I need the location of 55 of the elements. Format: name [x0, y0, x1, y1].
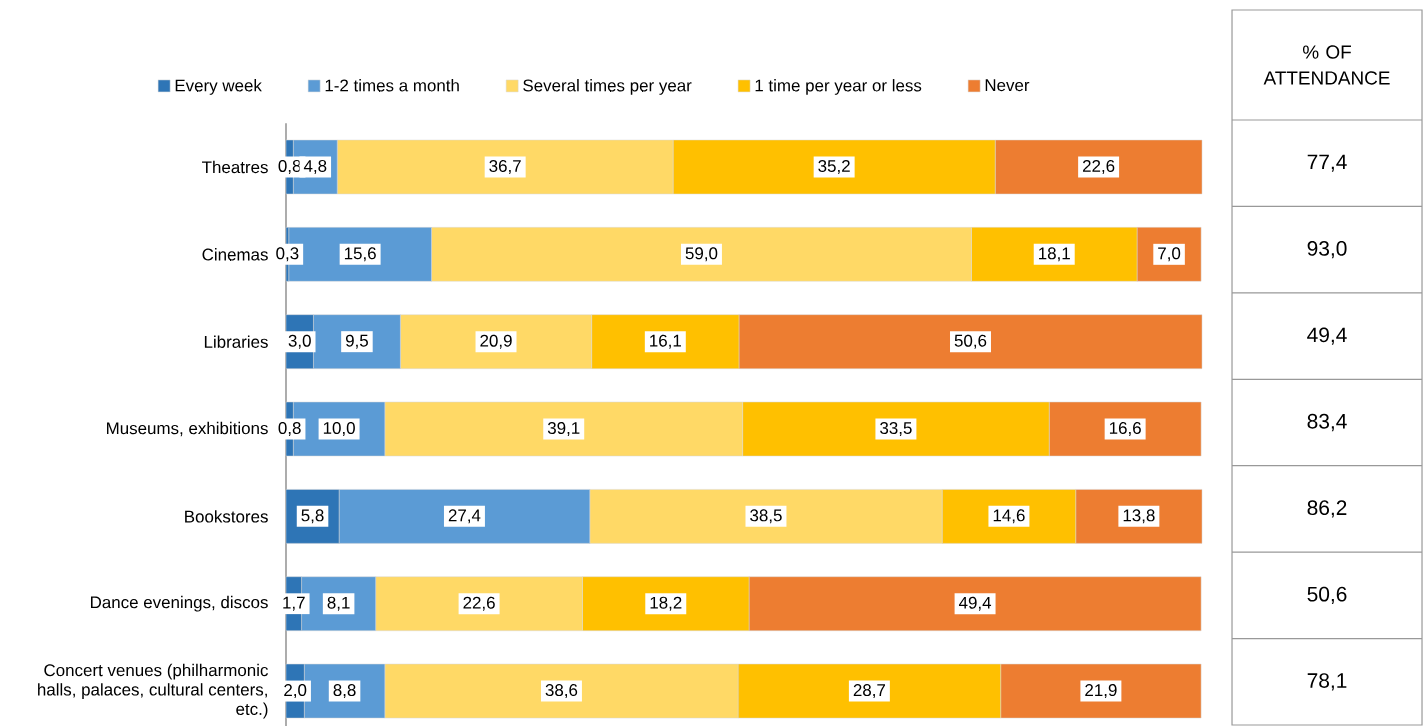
data-label: 3,0 — [288, 334, 311, 349]
data-label: 39,1 — [547, 422, 580, 437]
text: 77,4 — [1307, 154, 1347, 172]
data-label: 8,1 — [327, 596, 350, 611]
y-tick-label: Museums, exhibitions — [107, 421, 268, 437]
data-label: 18,2 — [650, 596, 682, 611]
data-label: 0,3 — [276, 247, 299, 262]
text: 78,1 — [1307, 673, 1347, 691]
data-label: 22,6 — [463, 596, 495, 611]
data-label: 10,0 — [323, 422, 355, 437]
data-label: 16,6 — [1109, 422, 1141, 437]
text: 83,4 — [1307, 413, 1347, 432]
data-label: 20,9 — [480, 334, 512, 349]
data-label: 9,5 — [345, 334, 368, 349]
data-label: 50,6 — [954, 334, 987, 349]
data-label: 0,8 — [278, 159, 301, 174]
data-label: 27,4 — [448, 509, 481, 524]
legend-label: Every week — [175, 79, 262, 95]
text: 50,6 — [1307, 586, 1347, 604]
data-label: 1,7 — [283, 596, 305, 611]
data-label: 49,4 — [958, 596, 992, 611]
y-tick-label: Theatres — [202, 160, 268, 174]
legend-label: 1-2 times a month — [325, 79, 459, 92]
text: 86,2 — [1307, 500, 1347, 518]
data-label: 28,7 — [853, 684, 885, 699]
data-label: 35,2 — [818, 159, 850, 174]
data-label: 13,8 — [1123, 509, 1155, 524]
text: 49,4 — [1307, 327, 1347, 345]
text: % OF ATTENDANCE — [1263, 45, 1390, 85]
data-label: 14,6 — [993, 509, 1025, 524]
data-label: 7,0 — [1158, 247, 1181, 262]
data-label: 38,6 — [545, 684, 578, 699]
legend-label: Several times per year — [523, 79, 692, 95]
data-label: 2,0 — [284, 684, 307, 699]
data-label: 36,7 — [489, 159, 521, 174]
data-label: 33,5 — [880, 422, 912, 437]
data-label: 59,0 — [685, 247, 718, 262]
text: 93,0 — [1307, 240, 1347, 259]
legend-label: Never — [985, 79, 1030, 92]
data-label: 0,8 — [278, 422, 301, 437]
data-label: 21,9 — [1085, 684, 1117, 699]
data-label: 15,6 — [344, 247, 376, 262]
data-label: 18,1 — [1039, 247, 1070, 262]
y-tick-label: Concert venues (philharmonic halls, palaces, cultural centers, etc.) — [38, 663, 268, 719]
data-label: 5,8 — [301, 509, 324, 524]
y-tick-label: Libraries — [204, 335, 268, 348]
y-tick-label: Bookstores — [185, 510, 268, 523]
data-label: 22,6 — [1082, 159, 1115, 174]
data-label: 8,8 — [333, 684, 356, 699]
data-label: 16,1 — [650, 334, 681, 349]
y-tick-label: Cinemas — [202, 248, 268, 261]
data-label: 38,5 — [750, 509, 782, 524]
data-label: 4,8 — [303, 159, 327, 174]
legend-label: 1 time per year or less — [755, 79, 922, 95]
y-tick-label: Dance evenings, discos — [90, 595, 268, 612]
